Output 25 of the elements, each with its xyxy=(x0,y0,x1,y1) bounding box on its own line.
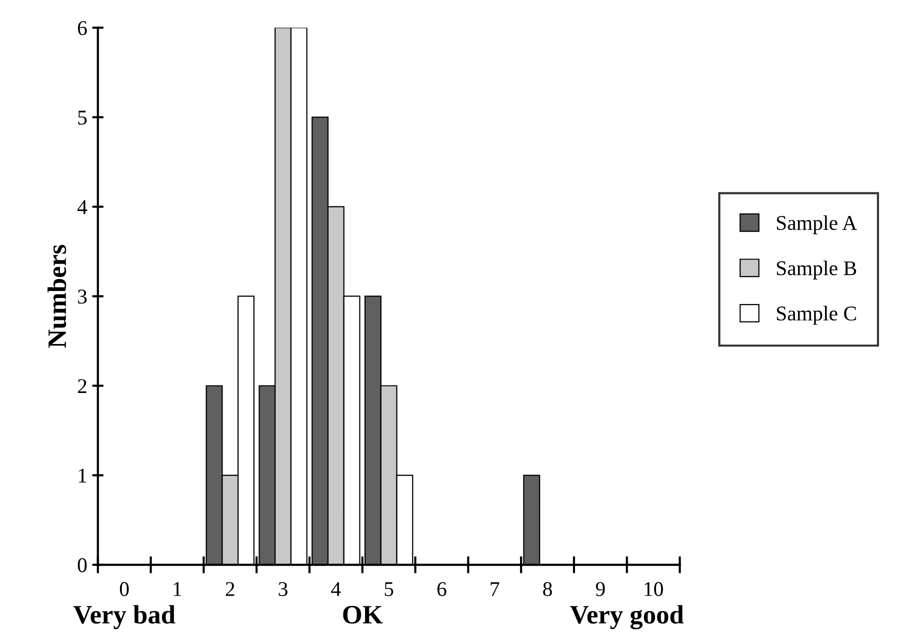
x-tick-label: 2 xyxy=(226,582,234,596)
x-tick-label: 9 xyxy=(596,582,605,596)
text: Very bad xyxy=(73,605,176,630)
legend-label: Sample B xyxy=(776,260,856,280)
y-axis-title: Numbers xyxy=(48,244,66,348)
legend-label: Sample A xyxy=(776,215,857,234)
x-tick-label: 10 xyxy=(644,582,663,596)
y-tick-label: 2 xyxy=(78,379,86,393)
y-tick-label: 4 xyxy=(77,200,88,214)
text: Very good xyxy=(570,605,684,630)
x-tick-label: 1 xyxy=(174,582,182,596)
x-tick-label: 3 xyxy=(278,582,288,596)
y-tick-label: 3 xyxy=(78,290,87,304)
y-tick-label: 1 xyxy=(78,468,86,482)
x-tick-label: 4 xyxy=(331,582,341,596)
x-tick-label: 5 xyxy=(384,582,394,596)
x-tick-label: 6 xyxy=(437,582,446,596)
legend-label: Sample C xyxy=(776,306,856,325)
y-tick-label: 0 xyxy=(78,558,87,572)
y-tick-label: 6 xyxy=(78,21,87,36)
x-tick-label: 7 xyxy=(490,582,500,596)
text: OK xyxy=(343,606,383,624)
x-tick-label: 8 xyxy=(543,582,552,596)
x-tick-label: 0 xyxy=(120,582,129,596)
y-tick-label: 5 xyxy=(78,110,87,125)
